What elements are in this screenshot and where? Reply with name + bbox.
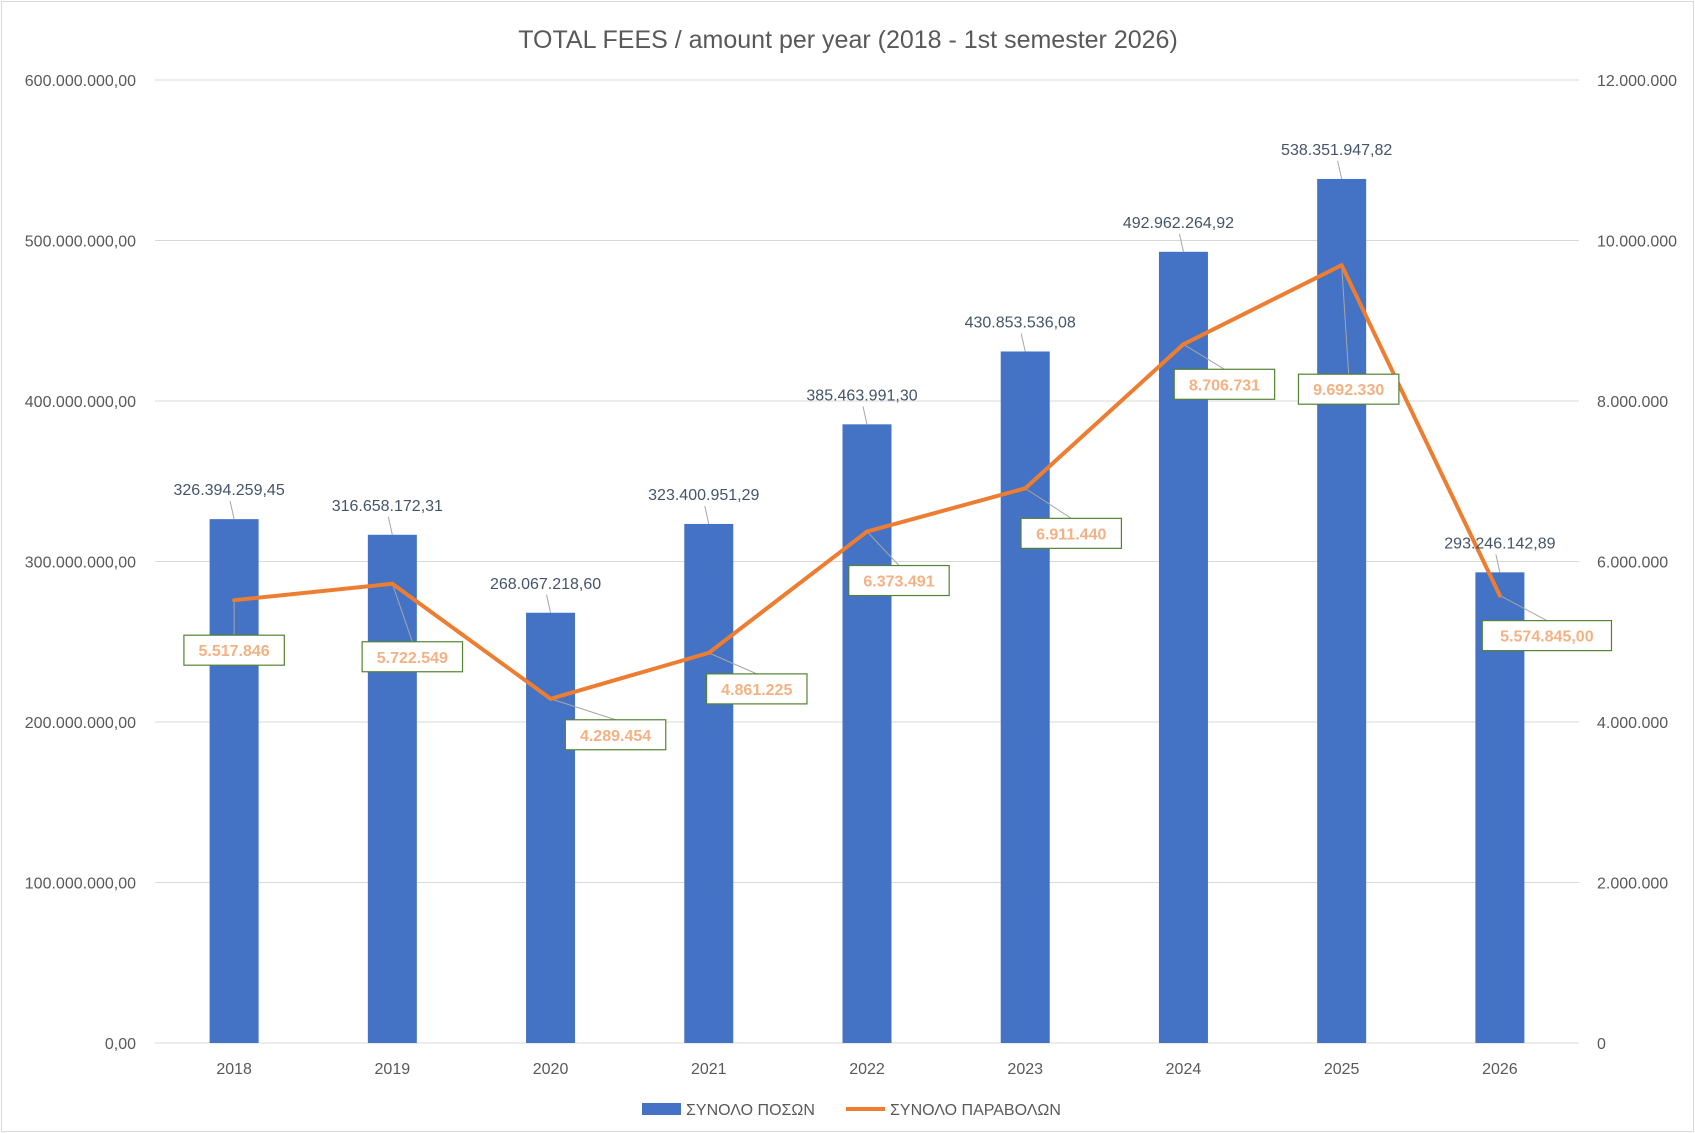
line-label-box (1297, 373, 1400, 405)
bar (842, 424, 892, 1043)
left-axis-ticks: 0,00 100.000.000,00 200.000.000,00 300.000.… (25, 73, 136, 1053)
right-tick-label: 0 (1597, 1036, 1606, 1053)
chart-title: TOTAL FEES / amount per year (2018 - 1st… (518, 26, 1178, 54)
x-tick-label: 2020 (533, 1061, 569, 1078)
right-tick-label: 8.000.000 (1597, 394, 1668, 411)
x-tick-label: 2018 (216, 1061, 252, 1078)
x-tick-label: 2025 (1324, 1061, 1360, 1078)
line-label-leader (1341, 265, 1350, 375)
bar-label-leader (229, 501, 235, 520)
line-label-box (1020, 517, 1123, 549)
legend-bar-label: ΣΥΝΟΛΟ ΠΟΣΩΝ (686, 1102, 815, 1119)
bar-data-label: 316.658.172,31 (332, 498, 443, 515)
x-tick-label: 2022 (849, 1061, 885, 1078)
bar-data-label: 268.067.218,60 (490, 576, 601, 593)
bar (526, 612, 576, 1043)
bar-data-label: 538.351.947,82 (1281, 142, 1392, 159)
left-tick-label: 0,00 (105, 1036, 136, 1053)
bar (367, 534, 417, 1043)
legend-line-label: ΣΥΝΟΛΟ ΠΑΡΑΒΟΛΩΝ (890, 1102, 1061, 1119)
line-point (1339, 263, 1344, 268)
bar-data-label: 323.400.951,29 (648, 487, 759, 504)
line-point (865, 529, 869, 534)
bar-data-label: 326.394.259,45 (174, 482, 285, 499)
left-tick-label: 600.000.000,00 (25, 73, 136, 90)
x-tick-label: 2024 (1166, 1061, 1202, 1078)
line-data-labels: 5.517.846 5.722.549 4.289.454 4.861.225 6.37… (183, 368, 1613, 751)
line-label-leader (1499, 595, 1548, 622)
line-label-leader (391, 583, 413, 642)
legend: ΣΥΝΟΛΟ ΠΟΣΩΝ ΣΥΝΟΛΟ ΠΑΡΑΒΟΛΩΝ (642, 1102, 1061, 1119)
x-tick-label: 2019 (375, 1061, 411, 1078)
right-tick-label: 10.000.000 (1597, 234, 1677, 251)
line-data-label: 6.911.440 (1036, 526, 1106, 543)
line-data-label: 5.574.845,00 (1500, 629, 1594, 646)
right-tick-label: 2.000.000 (1597, 876, 1668, 893)
line-point (390, 581, 395, 586)
line-label-box (1173, 368, 1276, 400)
line-label-leader (1183, 343, 1225, 370)
bar-label-leader (1495, 554, 1501, 573)
line-label-leader (866, 531, 900, 566)
line-point (548, 696, 553, 701)
x-tick-label: 2026 (1482, 1061, 1518, 1078)
line-data-label: 4.289.454 (580, 728, 651, 745)
left-tick-label: 200.000.000,00 (25, 715, 136, 732)
bar-label-leader (387, 516, 393, 535)
right-tick-label: 4.000.000 (1597, 715, 1668, 732)
line-label-box (1481, 620, 1613, 652)
bar-data-labels: 326.394.259,45 316.658.172,31 268.067.218,… (174, 142, 1556, 593)
line-data-label: 5.722.549 (377, 650, 448, 667)
bar-data-label: 385.463.991,30 (806, 387, 917, 404)
left-tick-label: 400.000.000,00 (25, 394, 136, 411)
line-label-box (564, 719, 667, 751)
line-point (232, 598, 237, 603)
bar-data-label: 293.246.142,89 (1444, 535, 1555, 552)
bar (1000, 351, 1050, 1043)
left-tick-label: 100.000.000,00 (25, 876, 136, 893)
bar-data-label: 492.962.264,92 (1123, 215, 1234, 232)
left-tick-label: 500.000.000,00 (25, 234, 136, 251)
line-series (232, 263, 1502, 701)
bar-label-leader (862, 406, 868, 425)
x-tick-label: 2021 (691, 1061, 727, 1078)
line-label-box (183, 634, 285, 666)
line-label-leader (550, 698, 616, 721)
line-label-box (361, 641, 464, 673)
bar-label-leader (1178, 233, 1184, 252)
label-leader-lines (229, 160, 1548, 721)
right-tick-label: 12.000.000 (1597, 73, 1677, 90)
line-data-label: 4.861.225 (721, 682, 792, 699)
right-tick-label: 6.000.000 (1597, 555, 1668, 572)
x-tick-label: 2023 (1007, 1061, 1043, 1078)
legend-bar-swatch (642, 1103, 681, 1115)
line-data-label: 6.373.491 (863, 574, 934, 591)
line-label-box (848, 564, 950, 597)
bar (1317, 178, 1367, 1043)
right-axis-ticks: 0 2.000.000 4.000.000 6.000.000 8.000.000 10.… (1597, 73, 1677, 1053)
line-point (1023, 486, 1028, 491)
bar-label-leader (704, 505, 710, 525)
left-tick-label: 300.000.000,00 (25, 555, 136, 572)
line-point (706, 650, 711, 655)
x-axis-ticks: 2018 2019 2020 2021 2022 2023 2024 2025 2026 (216, 1061, 1517, 1078)
line-label-box (705, 673, 808, 705)
line-data-label: 5.517.846 (199, 643, 270, 660)
bar-label-leader (1337, 160, 1343, 180)
bar-data-label: 430.853.536,08 (965, 314, 1076, 331)
bar (684, 523, 734, 1043)
bar-series (209, 178, 1525, 1044)
line-data-label: 9.692.330 (1313, 382, 1384, 399)
line-data-label: 8.706.731 (1189, 377, 1260, 394)
bar-label-leader (1020, 333, 1026, 352)
line-point (1181, 342, 1186, 347)
line-point (1497, 593, 1502, 598)
line-label-leader (708, 652, 757, 675)
bar-label-leader (546, 594, 552, 613)
line-label-leader (1024, 487, 1072, 519)
